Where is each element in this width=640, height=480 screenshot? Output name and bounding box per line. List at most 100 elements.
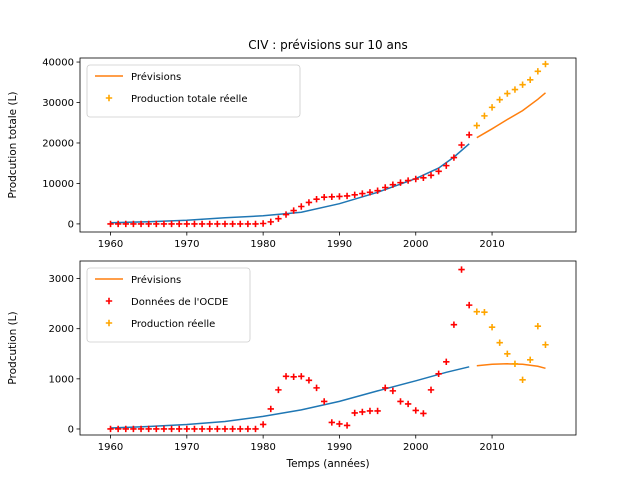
data-point [252, 425, 259, 433]
legend-box [86, 64, 301, 118]
data-point [427, 172, 435, 179]
data-point [145, 220, 152, 228]
data-point [374, 187, 381, 194]
y-tick-label: 0 [68, 424, 74, 435]
top-plot-frame [79, 57, 577, 233]
data-point [206, 220, 213, 228]
data-point [488, 104, 496, 111]
data-point [168, 425, 175, 433]
y-tick-label: 20000 [42, 138, 74, 149]
data-point [527, 76, 534, 84]
data-point [252, 220, 259, 228]
data-point [229, 220, 236, 228]
data-point [328, 193, 336, 200]
legend-plus-swatch [105, 297, 113, 305]
top-ticks: 1960 1970 1980 1990 2000 2010 0 10000 20000 30000… [42, 58, 505, 250]
data-point [465, 131, 473, 139]
data-point [130, 425, 137, 433]
data-point [328, 419, 336, 426]
data-point [191, 220, 198, 228]
data-point [237, 220, 244, 228]
data-point [267, 405, 274, 413]
data-point [221, 220, 229, 228]
data-point [374, 407, 381, 415]
data-point [397, 179, 404, 186]
data-point [443, 358, 450, 365]
x-tick-label: 2010 [479, 239, 504, 250]
data-point [435, 370, 442, 378]
data-point [183, 220, 191, 228]
data-point [336, 193, 343, 200]
data-point [450, 321, 458, 328]
data-point [389, 387, 397, 395]
data-point [359, 190, 366, 197]
series-line [110, 366, 470, 429]
bottom-legend: Prévisions Données de l'OCDE Production ré… [86, 267, 251, 343]
data-point [114, 220, 122, 228]
data-point [542, 341, 549, 348]
bottom-series-layer [107, 266, 549, 433]
data-point [488, 323, 496, 331]
data-point [275, 386, 282, 394]
data-point [366, 407, 374, 415]
data-point [107, 220, 114, 228]
data-point [458, 141, 465, 149]
data-point [130, 220, 137, 228]
data-point [404, 177, 412, 184]
data-point [420, 410, 427, 417]
legend-entry-label: Production totale réelle [131, 93, 247, 105]
data-point [534, 68, 542, 75]
data-point [259, 220, 267, 227]
bottom-panel: 1960 1970 1980 1990 2000 2010 0 1000 2000 3000 Pr… [7, 260, 577, 470]
top-legend: Prévisions Production totale réelle [86, 64, 301, 118]
data-point [160, 425, 168, 433]
data-point [382, 184, 389, 191]
data-point [305, 199, 313, 206]
data-point [153, 425, 160, 433]
data-point [122, 425, 129, 433]
data-point [504, 350, 511, 357]
data-point [267, 218, 274, 226]
data-point [320, 194, 328, 201]
data-point [198, 425, 206, 433]
data-point [473, 122, 480, 129]
legend-entry-label: Production réelle [131, 318, 215, 330]
data-point [336, 420, 343, 428]
legend-plus-swatch [105, 94, 113, 102]
data-point [404, 400, 412, 408]
data-point [198, 220, 206, 228]
x-tick-label: 1960 [98, 442, 123, 453]
data-point [343, 422, 351, 429]
data-point [298, 203, 305, 210]
data-point [519, 81, 526, 88]
data-point [443, 162, 450, 169]
data-point [114, 425, 122, 433]
y-tick-label: 30000 [42, 98, 74, 109]
data-point [481, 112, 488, 120]
data-point [160, 220, 168, 228]
bottom-y-axis-label: Prodcution (L) [7, 311, 19, 384]
x-tick-label: 1960 [98, 239, 123, 250]
x-tick-label: 1970 [174, 442, 199, 453]
data-point [351, 191, 358, 198]
y-tick-label: 10000 [42, 179, 74, 190]
data-point [450, 154, 458, 161]
legend-entry-label: Prévisions [131, 274, 181, 286]
y-tick-label: 2000 [49, 324, 74, 335]
data-point [214, 220, 221, 228]
data-point [183, 425, 191, 433]
top-y-axis-label: Prodcution totale (L) [7, 91, 19, 198]
data-point [412, 407, 419, 414]
data-point [343, 192, 351, 200]
data-point [320, 398, 328, 405]
data-point [420, 174, 427, 181]
data-point [145, 425, 152, 433]
data-point [504, 90, 511, 97]
data-point [282, 211, 290, 218]
data-point [221, 425, 229, 433]
data-point [473, 308, 480, 315]
bottom-ticks: 1960 1970 1980 1990 2000 2010 0 1000 2000 3000 [49, 274, 505, 453]
data-point [511, 360, 519, 367]
data-point [214, 425, 221, 433]
